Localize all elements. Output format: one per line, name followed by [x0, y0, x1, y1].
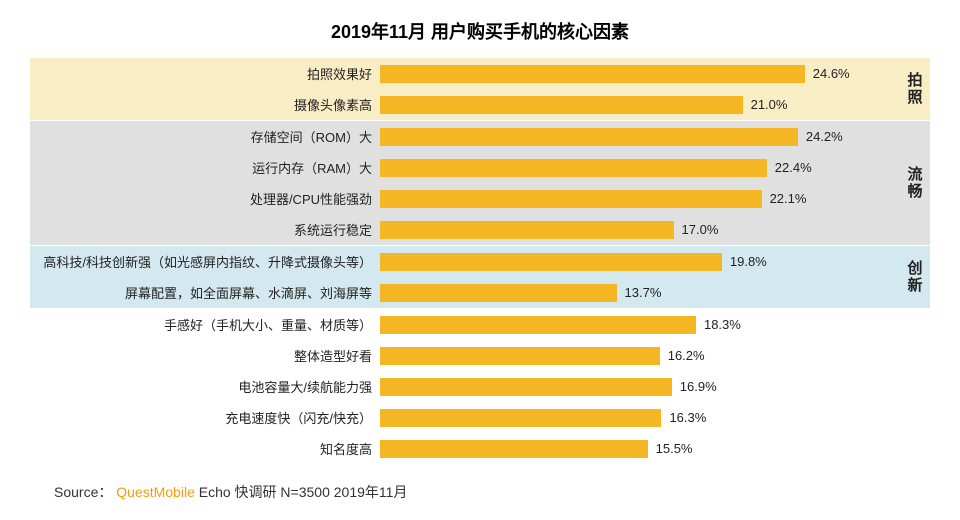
source-brand: QuestMobile	[116, 484, 195, 500]
category-tag: 拍照	[898, 58, 930, 120]
bar-value: 17.0%	[682, 222, 719, 237]
bar-cell: 19.8%	[380, 253, 898, 271]
chart-group: 高科技/科技创新强（如光感屏内指纹、升降式摄像头等） 19.8% 屏幕配置，如全面屏…	[30, 246, 930, 308]
category-label: 拍照	[904, 72, 925, 106]
bar	[380, 159, 767, 177]
bar-cell: 16.9%	[380, 378, 898, 396]
row-label: 整体造型好看	[30, 346, 380, 365]
bar-value: 24.2%	[806, 129, 843, 144]
bar	[380, 378, 672, 396]
chart-row: 整体造型好看 16.2%	[30, 340, 898, 371]
category-label: 流畅	[904, 166, 925, 200]
chart-row: 充电速度快（闪充/快充） 16.3%	[30, 402, 898, 433]
row-label: 拍照效果好	[30, 64, 380, 83]
bar	[380, 440, 648, 458]
chart-title: 2019年11月 用户购买手机的核心因素	[30, 18, 930, 44]
bar-value: 22.4%	[775, 160, 812, 175]
bar-cell: 24.2%	[380, 128, 898, 146]
chart-group: 手感好（手机大小、重量、材质等） 18.3% 整体造型好看 16.2% 电池容量大/续航…	[30, 309, 930, 464]
row-label: 充电速度快（闪充/快充）	[30, 408, 380, 427]
bar-cell: 15.5%	[380, 440, 898, 458]
bar-value: 21.0%	[751, 97, 788, 112]
bar	[380, 221, 674, 239]
chart-rows: 手感好（手机大小、重量、材质等） 18.3% 整体造型好看 16.2% 电池容量大/续航…	[30, 309, 898, 464]
row-label: 摄像头像素高	[30, 95, 380, 114]
chart-group: 拍照效果好 24.6% 摄像头像素高 21.0% 拍照	[30, 58, 930, 120]
row-label: 屏幕配置，如全面屏幕、水滴屏、刘海屏等	[30, 283, 380, 302]
category-tag: 流畅	[898, 121, 930, 245]
chart-row: 存储空间（ROM）大 24.2%	[30, 121, 898, 152]
chart-row: 屏幕配置，如全面屏幕、水滴屏、刘海屏等 13.7%	[30, 277, 898, 308]
row-label: 电池容量大/续航能力强	[30, 377, 380, 396]
chart-row: 手感好（手机大小、重量、材质等） 18.3%	[30, 309, 898, 340]
bar-value: 16.9%	[680, 379, 717, 394]
bar-cell: 24.6%	[380, 65, 898, 83]
bar	[380, 347, 660, 365]
chart-row: 高科技/科技创新强（如光感屏内指纹、升降式摄像头等） 19.8%	[30, 246, 898, 277]
category-tag	[898, 309, 930, 464]
bar	[380, 253, 722, 271]
chart-row: 运行内存（RAM）大 22.4%	[30, 152, 898, 183]
bar	[380, 284, 617, 302]
row-label: 处理器/CPU性能强劲	[30, 189, 380, 208]
chart-row: 电池容量大/续航能力强 16.9%	[30, 371, 898, 402]
chart-row: 知名度高 15.5%	[30, 433, 898, 464]
bar	[380, 128, 798, 146]
bar-cell: 13.7%	[380, 284, 898, 302]
chart-row: 系统运行稳定 17.0%	[30, 214, 898, 245]
bar-value: 19.8%	[730, 254, 767, 269]
bar-value: 16.2%	[668, 348, 705, 363]
bar	[380, 409, 661, 427]
bar	[380, 65, 805, 83]
bar-chart: 拍照效果好 24.6% 摄像头像素高 21.0% 拍照存储空间（ROM）大 24.2% 运行…	[30, 58, 930, 464]
bar-cell: 16.2%	[380, 347, 898, 365]
bar-cell: 18.3%	[380, 316, 898, 334]
source-rest: Echo 快调研 N=3500 2019年11月	[195, 484, 408, 500]
bar	[380, 190, 762, 208]
bar-cell: 22.4%	[380, 159, 898, 177]
row-label: 手感好（手机大小、重量、材质等）	[30, 315, 380, 334]
bar-cell: 17.0%	[380, 221, 898, 239]
bar-value: 22.1%	[770, 191, 807, 206]
bar	[380, 316, 696, 334]
chart-rows: 存储空间（ROM）大 24.2% 运行内存（RAM）大 22.4% 处理器/CPU性能强…	[30, 121, 898, 245]
bar-value: 16.3%	[669, 410, 706, 425]
bar	[380, 96, 743, 114]
chart-row: 摄像头像素高 21.0%	[30, 89, 898, 120]
source-line: Source： QuestMobile Echo 快调研 N=3500 2019…	[30, 482, 930, 502]
category-label: 创新	[904, 260, 925, 294]
chart-rows: 拍照效果好 24.6% 摄像头像素高 21.0%	[30, 58, 898, 120]
row-label: 知名度高	[30, 439, 380, 458]
bar-value: 15.5%	[656, 441, 693, 456]
row-label: 系统运行稳定	[30, 220, 380, 239]
bar-value: 13.7%	[625, 285, 662, 300]
bar-value: 18.3%	[704, 317, 741, 332]
source-prefix: Source：	[54, 484, 112, 500]
row-label: 运行内存（RAM）大	[30, 158, 380, 177]
row-label: 存储空间（ROM）大	[30, 127, 380, 146]
chart-row: 处理器/CPU性能强劲 22.1%	[30, 183, 898, 214]
bar-value: 24.6%	[813, 66, 850, 81]
category-tag: 创新	[898, 246, 930, 308]
bar-cell: 21.0%	[380, 96, 898, 114]
row-label: 高科技/科技创新强（如光感屏内指纹、升降式摄像头等）	[30, 252, 380, 271]
chart-row: 拍照效果好 24.6%	[30, 58, 898, 89]
chart-group: 存储空间（ROM）大 24.2% 运行内存（RAM）大 22.4% 处理器/CPU性能强…	[30, 121, 930, 245]
bar-cell: 16.3%	[380, 409, 898, 427]
chart-rows: 高科技/科技创新强（如光感屏内指纹、升降式摄像头等） 19.8% 屏幕配置，如全面屏…	[30, 246, 898, 308]
bar-cell: 22.1%	[380, 190, 898, 208]
